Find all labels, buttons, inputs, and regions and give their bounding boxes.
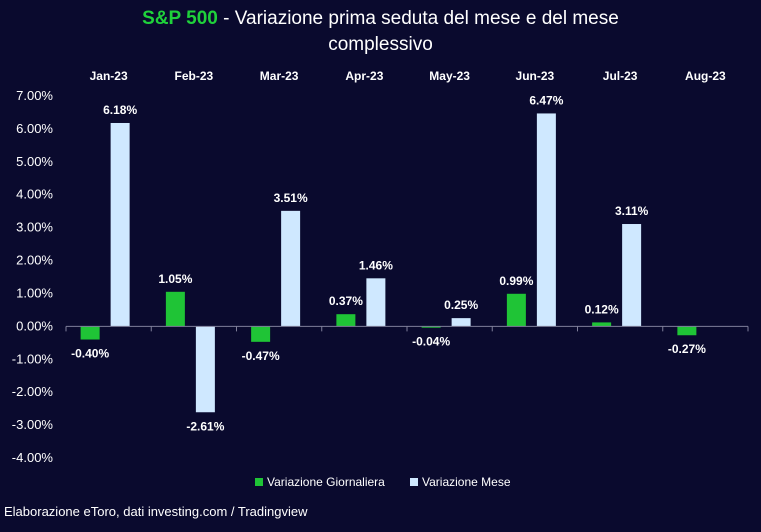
data-label: 3.51%	[274, 191, 308, 205]
data-label: 0.25%	[444, 298, 478, 312]
category-label: Jun-23	[516, 69, 555, 83]
data-label: -0.04%	[412, 335, 450, 349]
monthly-change-bar	[281, 210, 301, 327]
data-label: 3.11%	[615, 204, 649, 218]
y-tick-label: 1.00%	[16, 285, 53, 300]
category-label: Aug-23	[685, 69, 726, 83]
daily-change-bar	[506, 293, 526, 327]
title-text-line1: - Variazione prima seduta del mese e del…	[217, 8, 619, 29]
daily-change-bar	[336, 314, 356, 327]
daily-change-bar	[592, 322, 612, 327]
data-label: 1.46%	[359, 258, 393, 272]
y-tick-label: 2.00%	[16, 253, 53, 268]
category-label: Jul-23	[603, 69, 638, 83]
data-label: 6.18%	[103, 103, 137, 117]
data-label: 0.12%	[585, 302, 619, 316]
data-label: -0.47%	[242, 349, 280, 363]
daily-change-bar	[80, 326, 100, 340]
title-brand: S&P 500	[142, 8, 218, 29]
data-label: -2.61%	[186, 419, 224, 433]
monthly-change-bar	[536, 113, 556, 327]
legend-swatch-monthly	[410, 478, 418, 486]
y-tick-label: -1.00%	[12, 351, 54, 366]
category-label: Jan-23	[90, 69, 128, 83]
category-label: Apr-23	[345, 69, 383, 83]
y-tick-label: 6.00%	[16, 121, 53, 136]
monthly-change-bar	[366, 278, 386, 327]
category-label: Mar-23	[260, 69, 299, 83]
data-label: -0.27%	[668, 342, 706, 356]
category-label: Feb-23	[175, 69, 214, 83]
y-tick-label: -2.00%	[12, 384, 54, 399]
monthly-change-bar	[195, 326, 215, 413]
daily-change-bar	[677, 326, 697, 336]
daily-change-bar	[165, 291, 185, 327]
y-tick-label: 5.00%	[16, 154, 53, 169]
monthly-change-bar	[451, 318, 471, 327]
legend-label-daily: Variazione Giornaliera	[267, 475, 385, 489]
title-text-line2: complessivo	[328, 34, 433, 55]
y-tick-label: 0.00%	[16, 318, 53, 333]
data-label: 0.37%	[329, 294, 363, 308]
y-tick-label: 3.00%	[16, 220, 53, 235]
daily-change-bar	[421, 326, 441, 328]
data-label: -0.40%	[71, 347, 109, 361]
chart-title: S&P 500 - Variazione prima seduta del me…	[0, 6, 761, 58]
legend-label-monthly: Variazione Mese	[422, 475, 511, 489]
y-tick-label: 4.00%	[16, 187, 53, 202]
data-label: 0.99%	[499, 274, 533, 288]
source-note: Elaborazione eToro, dati investing.com /…	[4, 504, 308, 519]
data-label: 1.05%	[158, 272, 192, 286]
y-tick-label: -4.00%	[12, 450, 54, 465]
y-tick-label: 7.00%	[16, 88, 53, 103]
data-label: 6.47%	[529, 93, 563, 107]
legend-swatch-daily	[255, 478, 263, 486]
monthly-change-bar	[110, 122, 130, 327]
monthly-change-bar	[622, 224, 642, 327]
category-label: May-23	[429, 69, 470, 83]
daily-change-bar	[251, 326, 271, 342]
y-tick-label: -3.00%	[12, 417, 54, 432]
